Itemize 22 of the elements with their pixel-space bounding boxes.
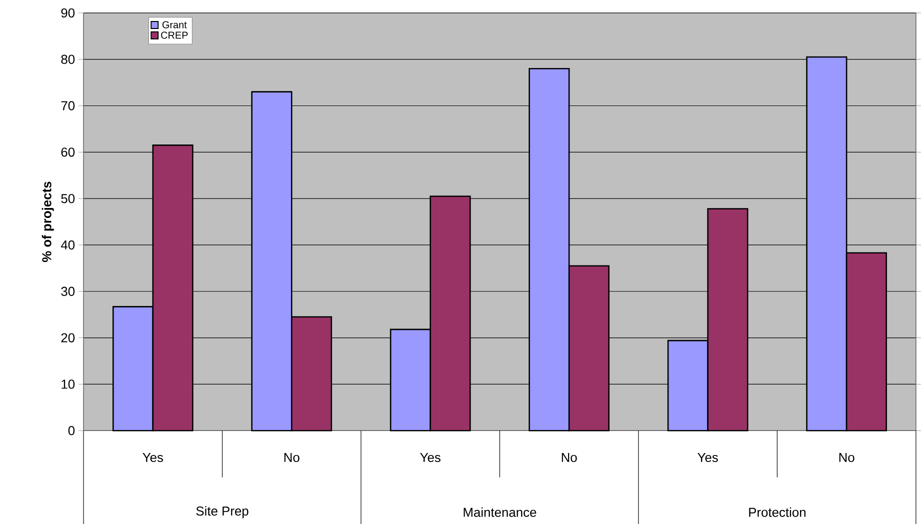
- y-tick-label: 60: [61, 147, 75, 157]
- y-tick-label: 30: [61, 286, 75, 296]
- x-tick-label: Yes: [420, 452, 440, 462]
- x-tick-label: Yes: [142, 452, 163, 462]
- text: Site Prep: [196, 506, 248, 518]
- x-tick-label: No: [284, 452, 300, 462]
- x-tick-label: Yes: [698, 452, 718, 462]
- y-tick-label: 10: [62, 379, 75, 389]
- y-tick-label: 70: [61, 100, 75, 110]
- y-axis-title: % of projects: [42, 182, 54, 262]
- legend-label: CREP: [161, 31, 188, 39]
- x-tick-label: No: [839, 452, 854, 462]
- y-tick-label: 40: [60, 240, 75, 250]
- legend-label: Grant: [162, 21, 187, 28]
- y-tick-label: 20: [61, 333, 75, 342]
- text: Maintenance: [464, 507, 536, 517]
- text: Protection: [749, 507, 806, 517]
- y-tick-label: 50: [61, 194, 75, 203]
- y-tick-label: 90: [61, 8, 75, 18]
- x-tick-label: No: [562, 452, 577, 462]
- y-tick-label: 80: [61, 54, 75, 64]
- y-tick-label: 0: [68, 426, 75, 435]
